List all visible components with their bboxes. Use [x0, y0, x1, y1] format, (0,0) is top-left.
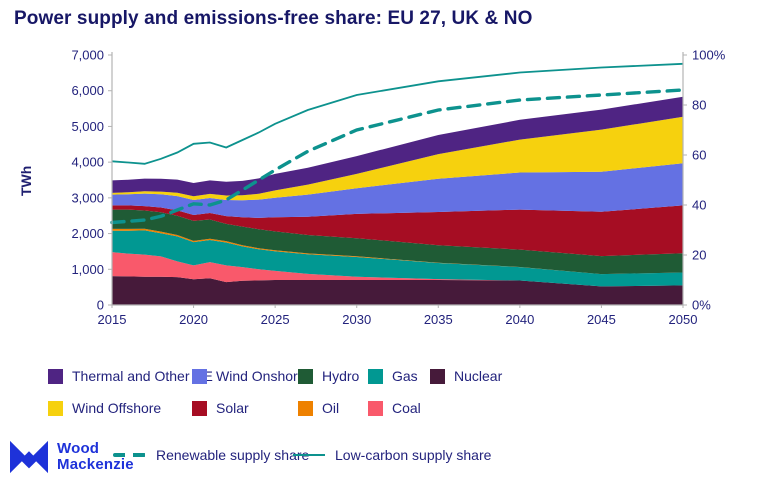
- area-thermal_other_re: [112, 96, 683, 197]
- y-tick-label-right: 60: [692, 148, 706, 163]
- renewable-share-line: [110, 88, 685, 225]
- y-tick-label-left: 0: [97, 298, 104, 313]
- legend-swatch-hydro: [298, 368, 313, 384]
- legend-item-low-carbon-supply-share: Low-carbon supply share: [293, 446, 491, 464]
- legend-label-low-carbon-supply-share: Low-carbon supply share: [335, 447, 492, 463]
- legend-swatch-gas: [368, 368, 383, 384]
- area-hydro: [112, 209, 683, 275]
- legend-swatch-solar: [192, 400, 207, 416]
- y-tick-label-right: 20: [692, 248, 706, 263]
- x-tick-label: 2025: [261, 312, 290, 327]
- legend-item-renewable-supply-share: Renewable supply share: [113, 446, 309, 464]
- x-tick-label: 2045: [587, 312, 616, 327]
- legend-label-wind-offshore: Wind Offshore: [72, 400, 162, 416]
- legend-label-nuclear: Nuclear: [454, 368, 503, 384]
- legend-swatch-thermal-other-re: [48, 368, 63, 384]
- legend-label-gas: Gas: [392, 368, 418, 384]
- legend-swatch-coal: [368, 400, 383, 416]
- y-tick-label-left: 6,000: [71, 83, 104, 98]
- stacked-area-chart: 01,0002,0003,0004,0005,0006,0007,0000%20…: [71, 48, 726, 328]
- legend-swatch-nuclear: [430, 368, 445, 384]
- dashed-line-sample: [113, 453, 146, 457]
- logo-line1: Wood: [57, 440, 100, 457]
- y-tick-label-left: 1,000: [71, 262, 104, 277]
- y-tick-label-left: 2,000: [71, 226, 104, 241]
- legend-swatch-wind-onshore: [192, 368, 207, 384]
- legend-item-thermal-other-re: Thermal and Other RE: [48, 368, 213, 384]
- y-tick-label-right: 100%: [692, 48, 726, 63]
- legend-item-solar: Solar: [192, 400, 249, 416]
- area-nuclear: [112, 276, 683, 305]
- woodmackenzie-logo-text: Wood Mackenzie: [57, 441, 134, 473]
- x-tick-label: 2050: [669, 312, 698, 327]
- legend-label-oil: Oil: [322, 400, 340, 416]
- area-coal: [112, 252, 683, 287]
- y-tick-label-left: 4,000: [71, 155, 104, 170]
- y-tick-label-left: 7,000: [71, 48, 104, 63]
- legend-item-wind-onshore: Wind Onshore: [192, 368, 305, 384]
- y-tick-label-right: 40: [692, 198, 706, 213]
- legend-item-coal: Coal: [368, 400, 421, 416]
- legend-label-hydro: Hydro: [322, 368, 360, 384]
- low-carbon-share-line: [111, 62, 684, 165]
- legend-item-gas: Gas: [368, 368, 418, 384]
- legend-swatch-oil: [298, 400, 313, 416]
- woodmackenzie-logo-mark: [10, 440, 48, 474]
- y-tick-label-right: 0%: [692, 298, 711, 313]
- legend-swatch-wind-offshore: [48, 400, 63, 416]
- legend-item-oil: Oil: [298, 400, 339, 416]
- x-tick-label: 2040: [505, 312, 534, 327]
- area-wind_offshore: [112, 116, 683, 201]
- legend-item-wind-offshore: Wind Offshore: [48, 400, 161, 416]
- area-solar: [112, 205, 683, 257]
- y-tick-label-left: 3,000: [71, 190, 104, 205]
- legend-item-nuclear: Nuclear: [430, 368, 502, 384]
- logo-line2: Mackenzie: [57, 456, 134, 473]
- legend-label-wind-onshore: Wind Onshore: [216, 368, 306, 384]
- y-tick-label-right: 80: [692, 98, 706, 113]
- x-tick-label: 2015: [98, 312, 127, 327]
- x-tick-label: 2030: [342, 312, 371, 327]
- chart-title: Power supply and emissions-free share: E…: [14, 8, 533, 29]
- x-tick-label: 2020: [179, 312, 208, 327]
- line-legend: Renewable supply share Low-carbon supply…: [0, 446, 759, 466]
- legend-label-coal: Coal: [392, 400, 421, 416]
- area-oil: [112, 228, 683, 275]
- solid-line-sample: [293, 454, 325, 456]
- legend-label-thermal-other-re: Thermal and Other RE: [72, 368, 213, 384]
- x-tick-label: 2035: [424, 312, 453, 327]
- legend-label-solar: Solar: [216, 400, 249, 416]
- legend-item-hydro: Hydro: [298, 368, 359, 384]
- woodmackenzie-logo: Wood Mackenzie: [10, 438, 134, 476]
- area-wind_onshore: [112, 163, 683, 218]
- area-gas: [112, 230, 683, 287]
- legend-label-renewable-supply-share: Renewable supply share: [156, 447, 310, 463]
- y-tick-label-left: 5,000: [71, 119, 104, 134]
